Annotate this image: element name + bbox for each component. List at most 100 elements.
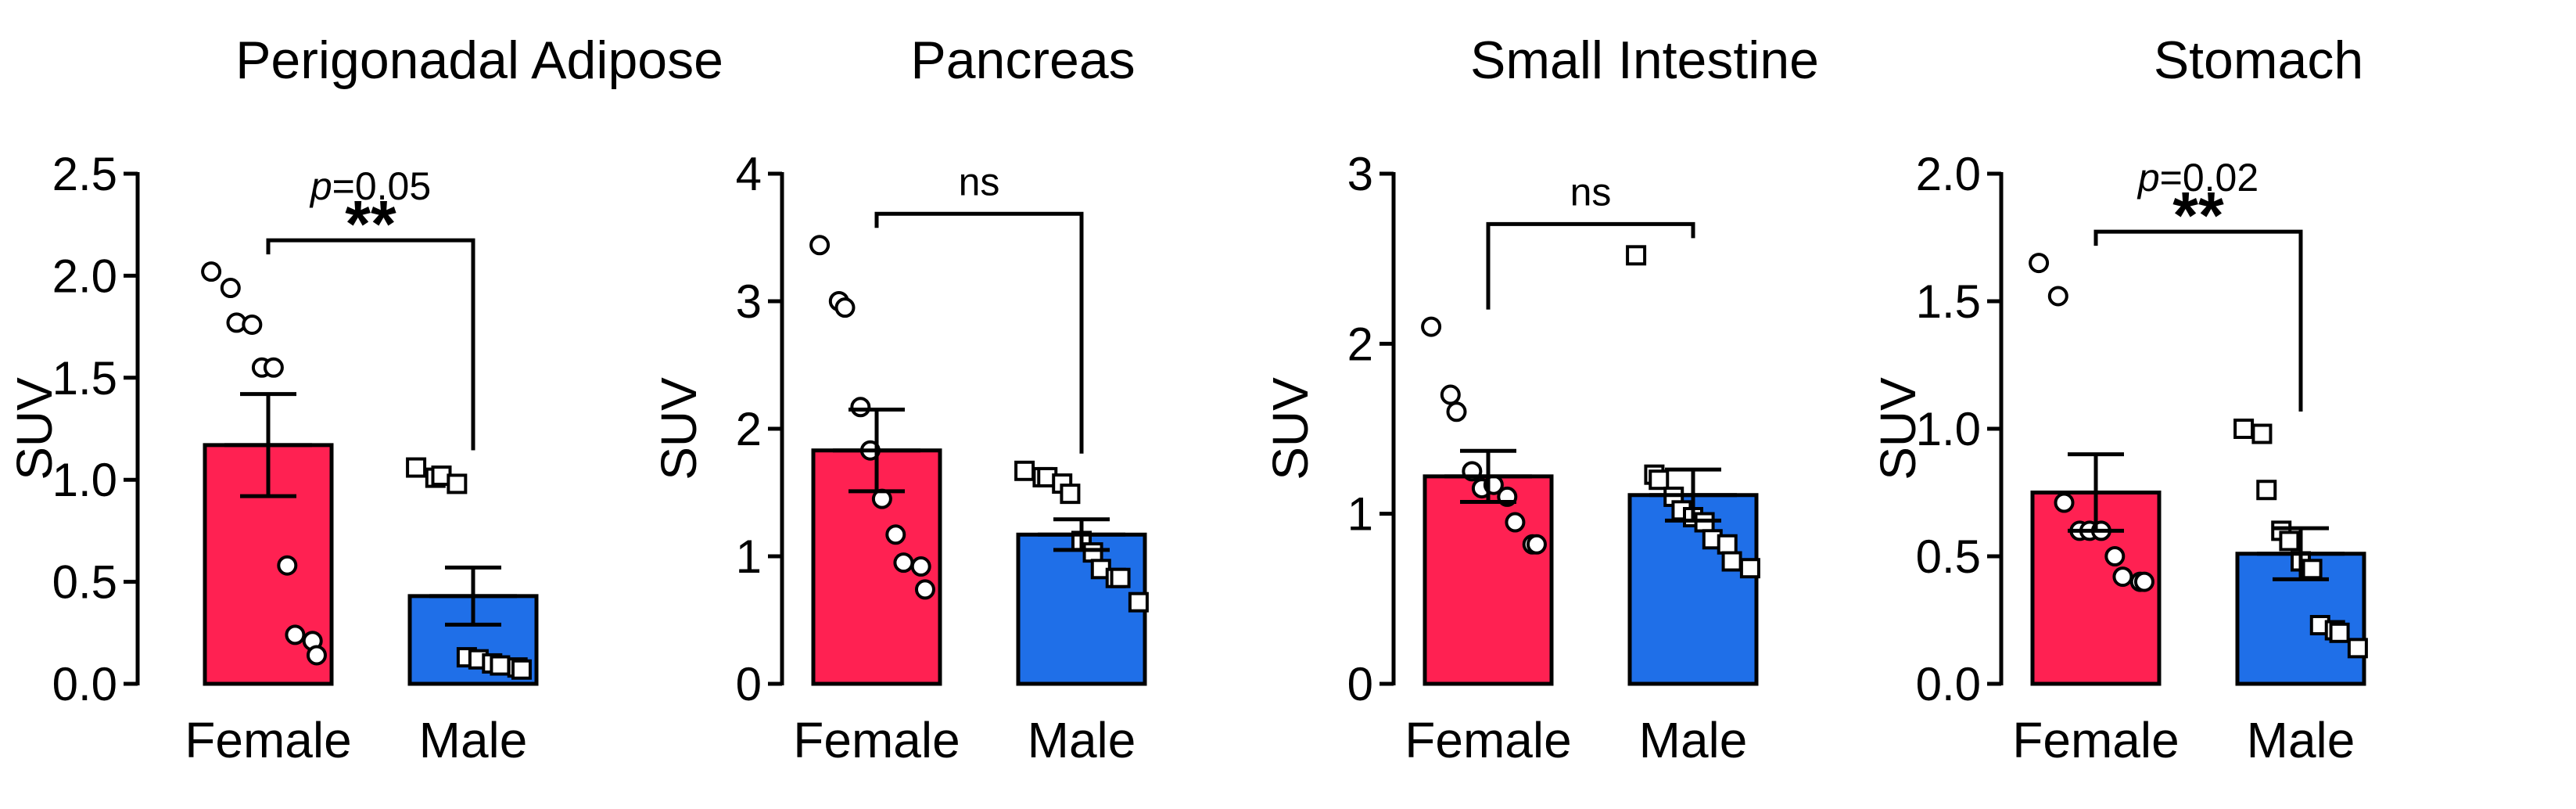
data-point-female xyxy=(242,314,263,335)
data-point-male xyxy=(1110,567,1131,588)
x-category-label: Female xyxy=(1405,712,1571,768)
data-point-female xyxy=(2047,286,2068,307)
p-value-label: p=0.02 xyxy=(2137,156,2258,200)
data-point-male xyxy=(1626,245,1647,266)
y-tick-label: 0 xyxy=(1347,658,1373,710)
y-tick-label: 2 xyxy=(1347,318,1373,370)
data-point-female xyxy=(893,552,914,573)
data-point-male xyxy=(2279,530,2300,552)
x-category-label: Male xyxy=(1639,712,1748,768)
y-tick-label: 0 xyxy=(736,658,762,710)
p-value-suffix: =0.05 xyxy=(332,164,432,208)
data-point-male xyxy=(1082,542,1103,563)
significance-label: ** xyxy=(2172,178,2224,252)
chart-title: Stomach xyxy=(2154,31,2363,90)
data-point-male xyxy=(1014,460,1035,481)
y-axis-label: SUV xyxy=(1870,377,1926,480)
y-axis-label: SUV xyxy=(6,377,63,480)
x-category-label: Male xyxy=(419,712,528,768)
data-point-female xyxy=(2112,566,2133,588)
data-point-female xyxy=(2104,546,2126,566)
y-tick-label: 2.0 xyxy=(1916,148,1981,200)
data-point-female xyxy=(306,645,327,666)
y-tick-label: 3 xyxy=(736,275,762,328)
p-value-prefix: p xyxy=(309,164,332,208)
significance-bracket xyxy=(2093,229,2303,412)
data-point-male xyxy=(2329,622,2350,643)
bar-female xyxy=(1423,474,1554,686)
data-point-female xyxy=(1440,384,1461,405)
data-point-male xyxy=(447,473,468,494)
y-tick-label: 0.0 xyxy=(1916,658,1981,710)
y-tick-label: 1.5 xyxy=(1916,275,1981,328)
data-point-female xyxy=(809,235,831,256)
data-point-female xyxy=(850,397,871,418)
data-point-male xyxy=(2302,559,2323,580)
data-point-female xyxy=(1526,534,1547,555)
significance-label: ns xyxy=(959,160,1000,203)
data-point-male xyxy=(1721,551,1742,572)
chart-title: Pancreas xyxy=(910,31,1135,90)
chart-panel-2: Small Intestine SUV 0 1 2 3 Female Male ns xyxy=(1262,31,1819,768)
data-point-female xyxy=(1421,316,1442,337)
data-point-female xyxy=(2133,571,2154,592)
data-point-male xyxy=(406,457,427,478)
data-point-male xyxy=(2233,419,2255,439)
data-point-female xyxy=(285,624,306,645)
significance-label: ** xyxy=(345,187,396,261)
data-point-female xyxy=(885,524,906,545)
data-point-male xyxy=(1717,534,1738,555)
data-point-female xyxy=(1505,512,1526,533)
x-category-label: Male xyxy=(2247,712,2355,768)
y-tick-label: 2.0 xyxy=(52,250,117,302)
data-point-male xyxy=(511,659,532,680)
data-point-male xyxy=(1739,558,1760,579)
y-tick-label: 2.5 xyxy=(52,148,117,200)
x-category-label: Female xyxy=(185,712,351,768)
data-point-female xyxy=(201,261,222,282)
chart-panel-0: Perigonadal Adipose SUV 0.0 0.5 1.0 1.5 2.0 2.5… xyxy=(6,31,723,768)
data-point-male xyxy=(1128,591,1149,613)
significance-label: ns xyxy=(1570,170,1612,214)
chart-panel-1: Pancreas SUV 0 1 2 3 4 Female Male ns xyxy=(651,31,1149,768)
y-tick-label: 0.5 xyxy=(52,556,117,609)
data-point-female xyxy=(914,579,935,600)
y-tick-label: 1 xyxy=(736,530,762,583)
y-axis-label: SUV xyxy=(651,377,707,480)
data-point-female xyxy=(2054,492,2075,513)
data-point-female xyxy=(277,555,298,576)
x-category-label: Female xyxy=(2012,712,2179,768)
p-value-suffix: =0.02 xyxy=(2160,156,2259,200)
chart-title: Small Intestine xyxy=(1470,31,1819,90)
y-tick-label: 1.5 xyxy=(52,352,117,404)
data-point-female xyxy=(2029,253,2050,274)
data-point-male xyxy=(2251,423,2273,444)
data-point-female xyxy=(220,278,241,299)
p-value-label: p=0.05 xyxy=(309,164,431,208)
significance-bracket xyxy=(266,238,475,451)
data-point-male xyxy=(1649,469,1670,491)
data-point-female xyxy=(910,556,931,577)
data-point-female xyxy=(263,357,284,378)
x-category-label: Female xyxy=(793,712,960,768)
x-category-label: Male xyxy=(1028,712,1136,768)
bar-male xyxy=(1016,532,1147,686)
data-point-male xyxy=(490,655,511,676)
data-point-male xyxy=(2347,638,2368,659)
p-value-prefix: p xyxy=(2137,156,2160,200)
data-point-male xyxy=(2256,480,2277,501)
data-point-female xyxy=(1446,401,1467,422)
data-point-male xyxy=(1060,484,1081,505)
y-tick-label: 4 xyxy=(736,148,762,200)
significance-bracket xyxy=(874,211,1084,454)
y-tick-label: 1.0 xyxy=(52,454,117,506)
y-tick-label: 0.0 xyxy=(52,658,117,710)
y-tick-label: 2 xyxy=(736,403,762,455)
y-tick-label: 3 xyxy=(1347,148,1373,200)
significance-bracket xyxy=(1486,221,1695,310)
chart-title: Perigonadal Adipose xyxy=(235,31,723,90)
y-tick-label: 1 xyxy=(1347,488,1373,541)
y-axis-label: SUV xyxy=(1262,377,1318,480)
